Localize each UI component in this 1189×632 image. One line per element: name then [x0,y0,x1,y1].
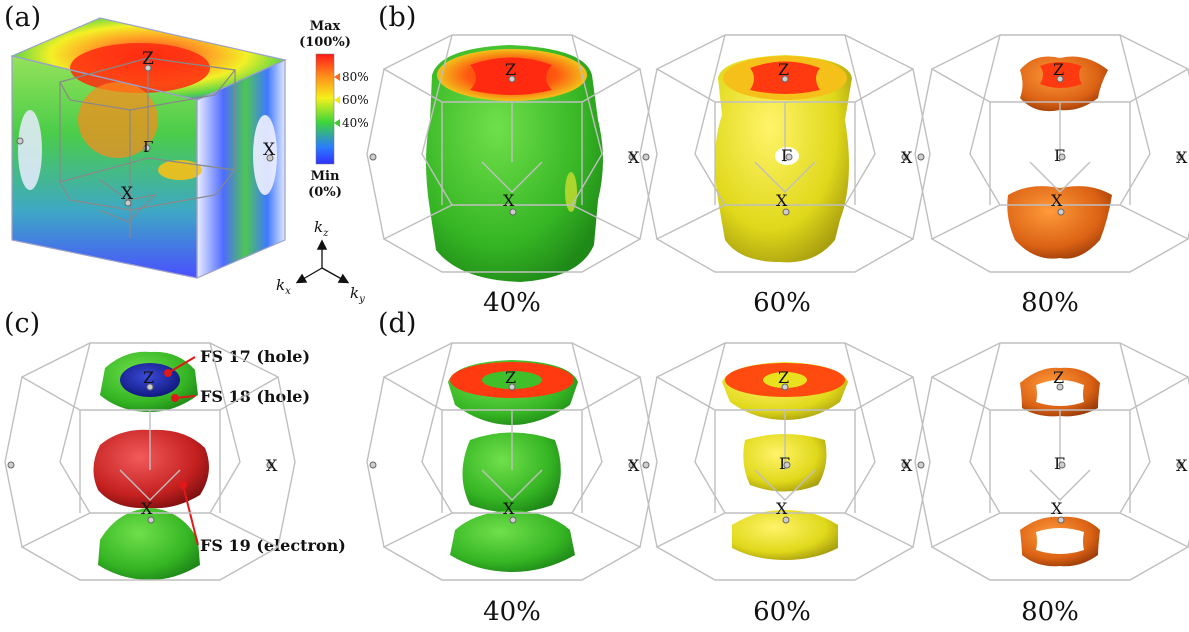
label-x-right-d80: X [1176,456,1188,475]
point-side-marker [17,138,23,144]
axis-kx-label: kx [276,276,291,297]
label-x-c: X [141,499,153,518]
point-left-d40 [370,462,376,468]
fs17-label: FS 17 (hole) [200,347,310,366]
cube-hot-spot [70,43,210,93]
label-x-d40: X [503,499,515,518]
point-left-b60 [643,154,649,160]
label-x-right-c: X [266,456,278,475]
colorbar-tick-60-marker [334,96,340,104]
label-x-d60: X [776,499,788,518]
point-left-b40 [370,154,376,160]
k-axes: kz kx ky [276,218,365,305]
axis-kz-label: kz [314,218,329,239]
point-x-label: X [121,184,134,204]
label-gamma-b80: Γ [1054,146,1065,165]
colorbar-tick-60: 60% [342,93,369,107]
colorbar-min-pct: (0%) [308,185,342,200]
fs19-label: FS 19 (electron) [200,536,346,555]
colorbar-gradient [316,54,334,164]
point-gamma-label: Γ [143,138,153,156]
row-b-label-80: 80% [990,288,1110,318]
cube-white-spot [18,110,42,190]
panel-label-b: (b) [378,2,416,33]
label-x-b80: X [1051,191,1063,210]
panel-label-d: (d) [378,308,416,339]
row-d-label-40: 40% [452,597,572,627]
label-x-b40: X [503,191,515,210]
colorbar-tick-80: 80% [342,70,369,84]
panel-a-cube: Z Γ X X [12,18,285,278]
colorbar-min-label: Min [311,169,340,184]
point-left-b80 [918,154,924,160]
colorbar-tick-80-marker [334,73,340,81]
label-z-c: Z [143,368,154,387]
label-gamma-b60: Γ [781,146,792,165]
label-x-d80: X [1051,499,1063,518]
row-b-label-40: 40% [452,288,572,318]
colorbar-max-pct: (100%) [299,35,351,50]
axis-ky-label: ky [350,284,365,305]
colorbar-tick-40: 40% [342,116,369,130]
label-x-right-d60: X [901,456,913,475]
fs19-surface [93,430,209,508]
label-gamma-d60: Γ [779,454,790,473]
point-left-d80 [918,462,924,468]
label-z-d80: Z [1053,368,1064,387]
label-z-d60: Z [778,368,789,387]
label-x-right-b80: X [1176,148,1188,167]
label-z-b80: Z [1053,60,1064,79]
row-b-label-60: 60% [722,288,842,318]
point-z-label: Z [142,49,154,69]
point-left-c [8,462,14,468]
point-left-d60 [643,462,649,468]
label-z-b40: Z [505,60,516,79]
label-z-d40: Z [505,368,516,387]
label-x-right-d40: X [628,456,640,475]
row-d-label-80: 80% [990,597,1110,627]
row-d-label-60: 60% [722,597,842,627]
colorbar-max-label: Max [310,19,341,34]
label-z-b60: Z [778,60,789,79]
label-gamma-d80: Γ [1054,454,1065,473]
row-d-surface-40 [448,360,578,572]
panel-label-a: (a) [4,2,41,33]
panel-label-c: (c) [4,308,40,339]
label-x-right-b40: X [628,148,640,167]
point-x2-label: X [263,140,276,160]
colorbar-tick-40-marker [334,119,340,127]
colorbar: Max (100%) 80% 60% 40% Min (0%) [299,19,369,200]
label-x-b60: X [776,191,788,210]
label-x-right-b60: X [901,148,913,167]
